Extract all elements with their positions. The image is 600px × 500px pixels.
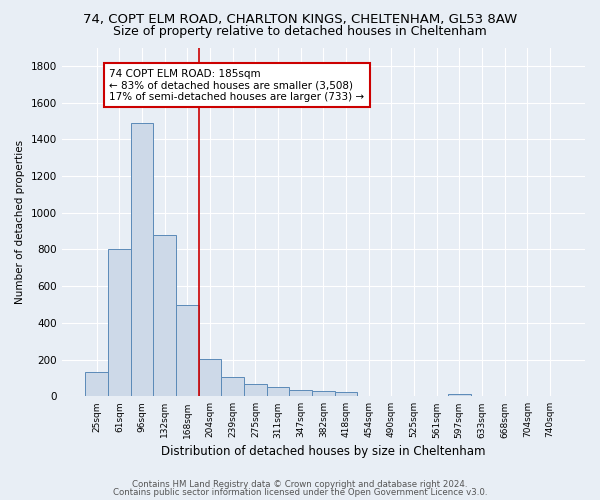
- Bar: [108, 250, 131, 396]
- Bar: [448, 394, 470, 396]
- Bar: [176, 304, 199, 396]
- Bar: [85, 372, 108, 396]
- Bar: [131, 123, 154, 396]
- Text: 74, COPT ELM ROAD, CHARLTON KINGS, CHELTENHAM, GL53 8AW: 74, COPT ELM ROAD, CHARLTON KINGS, CHELT…: [83, 12, 517, 26]
- Bar: [199, 358, 221, 397]
- Bar: [335, 392, 358, 396]
- Text: Size of property relative to detached houses in Cheltenham: Size of property relative to detached ho…: [113, 24, 487, 38]
- Text: 74 COPT ELM ROAD: 185sqm
← 83% of detached houses are smaller (3,508)
17% of sem: 74 COPT ELM ROAD: 185sqm ← 83% of detach…: [109, 68, 364, 102]
- Bar: [244, 384, 266, 396]
- Bar: [289, 390, 312, 396]
- Text: Contains HM Land Registry data © Crown copyright and database right 2024.: Contains HM Land Registry data © Crown c…: [132, 480, 468, 489]
- Bar: [154, 235, 176, 396]
- Bar: [312, 391, 335, 396]
- Y-axis label: Number of detached properties: Number of detached properties: [15, 140, 25, 304]
- Bar: [266, 387, 289, 396]
- X-axis label: Distribution of detached houses by size in Cheltenham: Distribution of detached houses by size …: [161, 444, 485, 458]
- Bar: [221, 377, 244, 396]
- Text: Contains public sector information licensed under the Open Government Licence v3: Contains public sector information licen…: [113, 488, 487, 497]
